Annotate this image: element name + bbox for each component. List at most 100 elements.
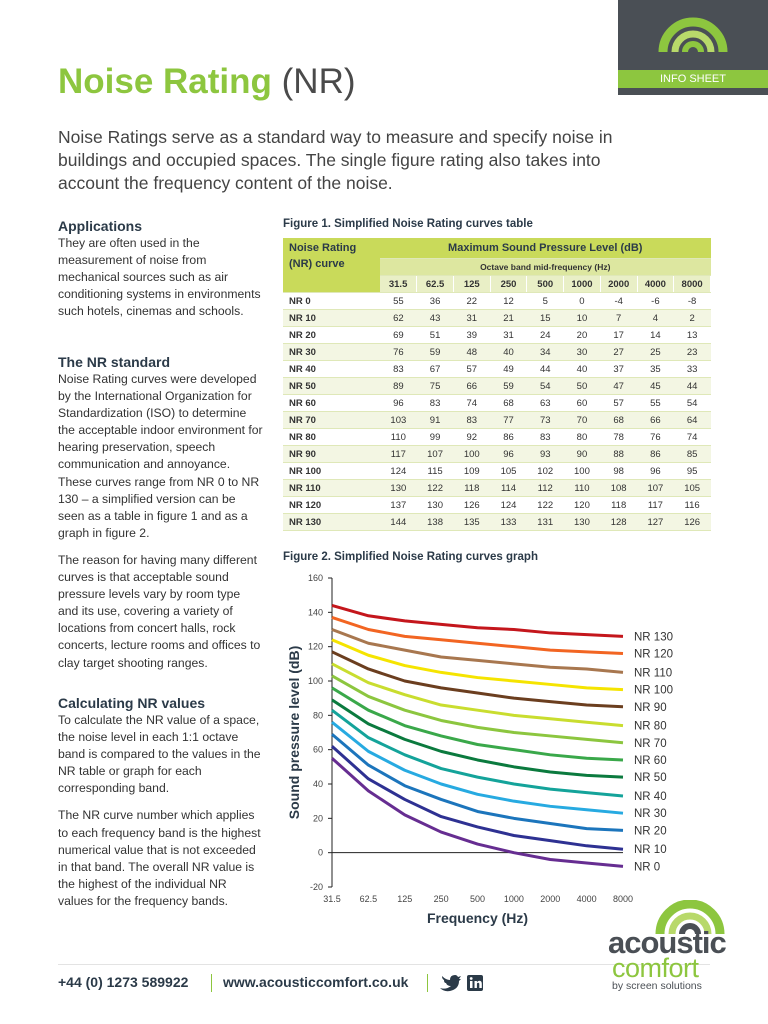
cell: 122 [526, 496, 564, 514]
cell: 66 [453, 377, 491, 395]
cell: 126 [453, 496, 491, 514]
cell: 107 [416, 445, 454, 463]
column-header: 62.5 [416, 275, 454, 293]
curve [331, 616, 624, 656]
cell: 118 [600, 496, 638, 514]
section: Calculating NR values To calculate the N… [58, 694, 263, 920]
table-row: NR 40 83 67 57 49 44 40 37 35 33 [283, 360, 711, 378]
legend-label: NR 50 [634, 772, 667, 784]
cell: 130 [563, 513, 601, 531]
cell: 83 [416, 394, 454, 412]
table-row: NR 80 110 99 92 86 83 80 78 76 74 [283, 428, 711, 446]
curve [331, 733, 624, 832]
cell: 105 [673, 479, 711, 497]
cell: 0 [563, 292, 601, 310]
cell: 83 [380, 360, 417, 378]
cell: 112 [526, 479, 564, 497]
column-header: 1000 [563, 275, 601, 293]
cell: 105 [490, 462, 527, 480]
legend-label: NR 100 [634, 685, 673, 697]
table-row: NR 20 69 51 39 31 24 20 17 14 13 [283, 326, 711, 344]
row-label: NR 70 [283, 411, 380, 429]
nr-table: Noise Rating (NR) curve Maximum Sound Pre… [283, 238, 711, 531]
website-link[interactable]: www.acousticcomfort.co.uk [223, 974, 409, 990]
legend-label: NR 0 [634, 861, 660, 873]
title-suffix: (NR) [281, 62, 356, 101]
paragraph: To calculate the NR value of a space, th… [58, 713, 261, 796]
legend-label: NR 130 [634, 631, 673, 643]
cell: 20 [563, 326, 601, 344]
cell: 114 [490, 479, 527, 497]
paragraph: Noise Rating curves were developed by th… [58, 372, 263, 540]
y-tick-label: -20 [310, 882, 323, 892]
cell: 25 [637, 343, 674, 361]
cell: 54 [526, 377, 564, 395]
column-header: 4000 [637, 275, 675, 293]
cell: 100 [453, 445, 491, 463]
cell: 126 [673, 513, 711, 531]
paragraph: The NR curve number which applies to eac… [58, 808, 261, 908]
cell: 88 [600, 445, 638, 463]
cell: 75 [416, 377, 454, 395]
nr-chart: -20 0 20 40 60 80 100 120 140 160 31.5 62.5 125 250 50… [286, 573, 673, 926]
cell: 76 [380, 343, 417, 361]
column-header: 2000 [600, 275, 638, 293]
x-tick-label: 62.5 [360, 894, 378, 904]
section-heading: Applications [58, 218, 143, 234]
cell: 49 [490, 360, 527, 378]
cell: 128 [600, 513, 638, 531]
section: The NR standard Noise Rating curves were… [58, 353, 263, 682]
legend-label: NR 90 [634, 702, 667, 714]
x-tick-label: 4000 [577, 894, 597, 904]
cell: 68 [600, 411, 638, 429]
cell: 144 [380, 513, 417, 531]
cell: 36 [416, 292, 454, 310]
cell: 40 [490, 343, 527, 361]
cell: 137 [380, 496, 417, 514]
logo-tagline: by screen solutions [612, 980, 702, 992]
cell: 12 [490, 292, 527, 310]
legend-label: NR 70 [634, 738, 667, 750]
cell: 33 [673, 360, 711, 378]
cell: 55 [637, 394, 674, 412]
cell: 54 [673, 394, 711, 412]
table-row: NR 100 124 115 109 105 102 100 98 96 95 [283, 462, 711, 480]
cell: 57 [600, 394, 638, 412]
curve [331, 674, 624, 745]
cell: 31 [453, 309, 491, 327]
cell: 4 [637, 309, 674, 327]
row-label: NR 90 [283, 445, 380, 463]
table-row: NR 10 62 43 31 21 15 10 7 4 2 [283, 309, 711, 327]
cell: 115 [416, 462, 454, 480]
legend-label: NR 120 [634, 649, 673, 661]
cell: 100 [563, 462, 601, 480]
x-tick-label: 2000 [540, 894, 560, 904]
cell: -4 [600, 292, 638, 310]
cell: 43 [416, 309, 454, 327]
table-row: NR 130 144 138 135 133 131 130 128 127 126 [283, 513, 711, 531]
curve [331, 650, 624, 709]
cell: 108 [600, 479, 638, 497]
cell: 83 [453, 411, 491, 429]
curve [331, 698, 624, 779]
row-label: NR 110 [283, 479, 380, 497]
cell: 23 [673, 343, 711, 361]
cell: 89 [380, 377, 417, 395]
cell: 110 [380, 428, 417, 446]
cell: 59 [416, 343, 454, 361]
twitter-icon[interactable] [440, 975, 461, 992]
cell: 130 [416, 496, 454, 514]
cell: 99 [416, 428, 454, 446]
table-row: NR 50 89 75 66 59 54 50 47 45 44 [283, 377, 711, 395]
cell: 40 [563, 360, 601, 378]
cell: 24 [526, 326, 564, 344]
linkedin-icon[interactable] [467, 975, 483, 991]
y-tick-label: 60 [313, 745, 323, 755]
row-label: NR 60 [283, 394, 380, 412]
cell: 57 [453, 360, 491, 378]
y-tick-label: 80 [313, 710, 323, 720]
row-label: NR 30 [283, 343, 380, 361]
cell: 7 [600, 309, 638, 327]
cell: 109 [453, 462, 491, 480]
cell: 60 [563, 394, 601, 412]
